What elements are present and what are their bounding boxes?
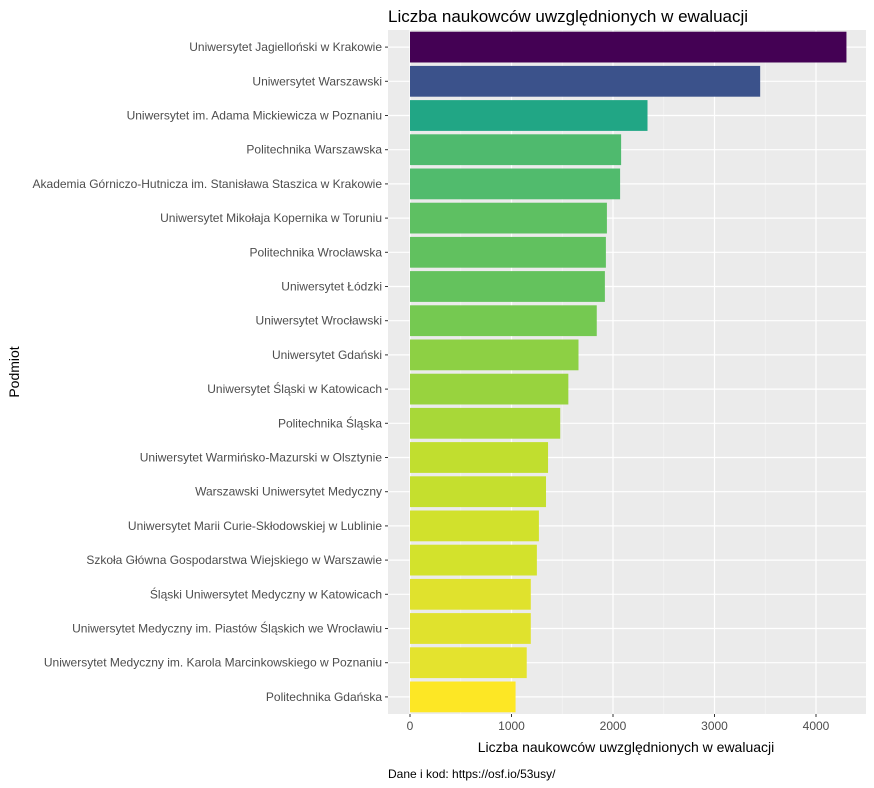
- bar: [410, 339, 579, 371]
- bar: [410, 578, 531, 610]
- y-tick-label: Akademia Górniczo-Hutnicza im. Stanisław…: [33, 177, 383, 191]
- bar: [410, 271, 605, 302]
- bar: [410, 647, 527, 679]
- bar: [410, 442, 549, 473]
- bar: [410, 305, 597, 337]
- x-tick-label: 1000: [498, 719, 525, 733]
- plot-panel: [388, 30, 866, 714]
- y-tick-label: Warszawski Uniwersytet Medyczny: [195, 485, 382, 499]
- bar: [410, 236, 606, 268]
- y-tick-label: Uniwersytet Marii Curie-Skłodowskiej w L…: [128, 519, 382, 533]
- bar: [410, 65, 761, 97]
- bar: [410, 202, 607, 234]
- chart-title: Liczba naukowców uwzględnionych w ewalua…: [388, 7, 748, 26]
- x-axis-title: Liczba naukowców uwzględnionych w ewalua…: [478, 739, 775, 755]
- y-tick-label: Uniwersytet Jagielloński w Krakowie: [189, 40, 382, 54]
- y-tick-label: Uniwersytet Mikołaja Kopernika w Toruniu: [160, 211, 382, 225]
- y-tick-label: Uniwersytet Gdański: [272, 348, 382, 362]
- y-tick-label: Uniwersytet Śląski w Katowicach: [207, 381, 382, 396]
- y-tick-label: Uniwersytet Warmińsko-Mazurski w Olsztyn…: [140, 451, 383, 465]
- bar: [410, 613, 531, 644]
- x-tick-label: 4000: [803, 719, 830, 733]
- y-axis-tick-labels: Uniwersytet Jagielloński w Krakowie Uniwe…: [33, 40, 388, 704]
- bar: [410, 476, 547, 508]
- y-tick-label: Szkoła Główna Gospodarstwa Wiejskiego w …: [86, 553, 382, 567]
- bar: [410, 168, 621, 200]
- x-axis-tick-labels: 0 1000 2000 3000 4000: [407, 714, 830, 733]
- bar: [410, 134, 622, 166]
- x-tick-label: 0: [407, 719, 414, 733]
- bar: [410, 31, 847, 63]
- bar: [410, 544, 537, 576]
- y-tick-label: Uniwersytet Łódzki: [281, 280, 382, 294]
- chart-caption: Dane i kod: https://osf.io/53usy/: [388, 767, 556, 781]
- bar: [410, 373, 569, 405]
- x-tick-label: 3000: [701, 719, 728, 733]
- y-axis-title: Podmiot: [6, 346, 22, 397]
- y-tick-label: Śląski Uniwersytet Medyczny w Katowicach: [150, 586, 382, 601]
- y-tick-label: Uniwersytet Medyczny im. Piastów Śląskic…: [72, 621, 382, 636]
- y-tick-label: Uniwersytet Warszawski: [252, 74, 382, 88]
- bar: [410, 407, 561, 439]
- bars: [410, 31, 847, 713]
- y-tick-label: Politechnika Wrocławska: [250, 245, 383, 259]
- y-tick-label: Uniwersytet Medyczny im. Karola Marcinko…: [44, 656, 382, 670]
- y-tick-label: Uniwersytet im. Adama Mickiewicza w Pozn…: [127, 109, 382, 123]
- bar: [410, 681, 516, 713]
- y-tick-label: Politechnika Śląska: [278, 415, 382, 430]
- bar: [410, 100, 648, 131]
- y-tick-label: Uniwersytet Wrocławski: [256, 314, 382, 328]
- y-tick-label: Politechnika Warszawska: [246, 143, 382, 157]
- bar: [410, 510, 539, 542]
- x-tick-label: 2000: [600, 719, 627, 733]
- y-tick-label: Politechnika Gdańska: [266, 690, 382, 704]
